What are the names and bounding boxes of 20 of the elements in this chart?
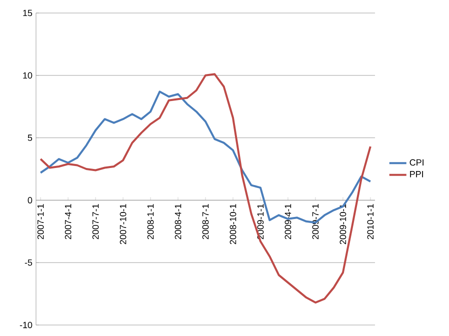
- y-tick-label: 10: [23, 72, 32, 79]
- y-tick-label: 0: [28, 197, 32, 204]
- y-tick-label: 15: [23, 10, 32, 16]
- legend-label: PPI: [410, 171, 423, 178]
- x-tick-label: 2010-1-1: [367, 204, 374, 240]
- x-tick-label: 2009-1-1: [257, 204, 264, 240]
- legend-label: CPI: [410, 159, 424, 166]
- x-tick-label: 2009-10-1: [340, 204, 346, 244]
- x-tick-label: 2008-7-1: [202, 204, 209, 240]
- x-tick-label: 2008-4-1: [174, 204, 182, 240]
- x-tick-label: 2007-10-1: [120, 204, 126, 244]
- x-tick-label: 2008-1-1: [147, 204, 154, 240]
- x-tick-label: 2007-4-1: [64, 204, 72, 240]
- y-tick-label: 5: [28, 134, 32, 141]
- y-tick-label: -5: [24, 259, 32, 266]
- x-tick-label: 2008-10-1: [230, 204, 236, 244]
- x-tick-label: 2007-1-1: [37, 204, 44, 240]
- y-tick-label: -10: [20, 322, 32, 328]
- x-tick-label: 2009-4-1: [284, 204, 292, 240]
- x-tick-label: 2007-7-1: [92, 204, 99, 240]
